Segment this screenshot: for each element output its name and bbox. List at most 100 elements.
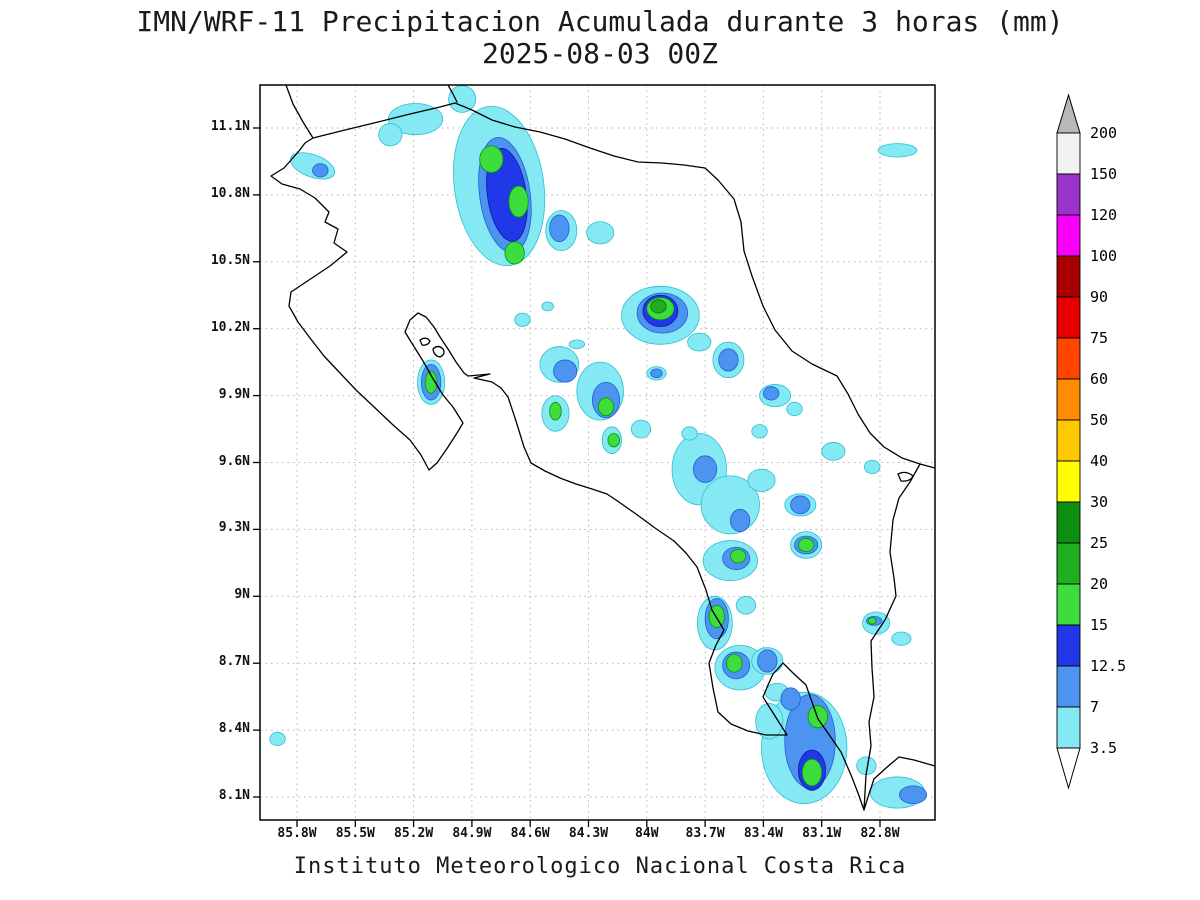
legend-label: 30 xyxy=(1090,493,1108,511)
legend-label: 12.5 xyxy=(1090,657,1126,675)
lon-tick-label: 85.2W xyxy=(394,826,434,841)
coastline-path xyxy=(863,463,921,811)
precip-cell xyxy=(821,442,846,461)
precip-cell xyxy=(650,299,667,314)
legend-label: 50 xyxy=(1090,411,1108,429)
precip-cell xyxy=(289,152,336,180)
lon-tick-label: 85.8W xyxy=(277,826,317,841)
precip-cell xyxy=(729,508,751,533)
precip-cell xyxy=(780,687,801,711)
precip-cell xyxy=(597,397,615,417)
legend-bar-segment xyxy=(1056,501,1081,544)
legend-label: 120 xyxy=(1090,206,1117,224)
precip-cell xyxy=(687,332,712,352)
lat-tick-label: 10.5N xyxy=(210,252,250,268)
legend-label: 75 xyxy=(1090,329,1108,347)
legend-label: 20 xyxy=(1090,575,1108,593)
precip-cell xyxy=(424,370,438,394)
legend-bar-segment xyxy=(1056,378,1081,421)
lon-tick-label: 83.4W xyxy=(743,826,783,841)
lat-tick-label: 8.1N xyxy=(218,788,250,803)
coastline-path xyxy=(704,167,935,469)
precip-cell xyxy=(864,459,881,475)
legend-bar-segment xyxy=(1056,460,1081,503)
legend-arrow-above xyxy=(1056,93,1081,134)
precip-cell xyxy=(726,653,743,673)
lat-tick-label: 9.3N xyxy=(218,520,250,536)
coastline-path xyxy=(419,337,431,346)
precip-cell xyxy=(630,419,652,439)
precip-cell xyxy=(504,241,525,265)
legend-bar-segment xyxy=(1056,542,1081,585)
coastline-path xyxy=(432,345,445,358)
legend-bar-segment xyxy=(1056,337,1081,380)
precip-cell xyxy=(514,312,531,327)
legend-bar-segment xyxy=(1056,132,1081,175)
lon-tick-label: 84W xyxy=(635,826,659,841)
precip-cell xyxy=(867,617,877,625)
legend-bar-segment xyxy=(1056,296,1081,339)
precip-cell xyxy=(877,143,918,158)
precip-cell xyxy=(751,424,768,439)
legend-label: 90 xyxy=(1090,288,1108,306)
precip-cell xyxy=(693,455,718,483)
precip-cell xyxy=(312,163,329,178)
precip-cell xyxy=(541,301,554,312)
legend-label: 200 xyxy=(1090,124,1117,142)
precip-cell xyxy=(269,731,286,747)
lon-tick-label: 84.9W xyxy=(452,826,492,841)
legend-label: 3.5 xyxy=(1090,739,1117,757)
precip-cell xyxy=(508,185,529,218)
lat-tick-label: 9.9N xyxy=(218,386,250,402)
precip-cell xyxy=(479,145,504,173)
lat-tick-label: 10.8N xyxy=(210,185,250,201)
lon-tick-label: 83.1W xyxy=(802,826,842,841)
precip-cell xyxy=(797,537,815,553)
precip-cell xyxy=(681,426,698,441)
precip-cell xyxy=(729,549,747,564)
legend-label: 7 xyxy=(1090,698,1099,716)
legend-label: 15 xyxy=(1090,616,1108,634)
precip-cell xyxy=(549,401,562,421)
precipitation-layer xyxy=(269,85,928,809)
legend-bar-segment xyxy=(1056,173,1081,216)
coastline-layer xyxy=(270,85,935,811)
coastline-path xyxy=(270,85,935,811)
precip-cell xyxy=(718,348,739,372)
legend-label: 100 xyxy=(1090,247,1117,265)
legend-label: 60 xyxy=(1090,370,1108,388)
legend-bar-segment xyxy=(1056,255,1081,298)
lat-tick-label: 8.4N xyxy=(218,721,250,737)
precip-cell xyxy=(755,702,784,740)
coastline-path xyxy=(447,85,458,103)
lat-tick-label: 8.7N xyxy=(218,654,250,670)
map-frame xyxy=(259,84,936,821)
lon-tick-label: 82.8W xyxy=(860,826,900,841)
legend-arrow-below xyxy=(1056,747,1081,790)
footer-text: Instituto Meteorologico Nacional Costa R… xyxy=(293,854,907,879)
precip-cell xyxy=(899,785,928,805)
precip-cell xyxy=(553,359,578,383)
precip-cell xyxy=(786,401,803,417)
legend-bar-segment xyxy=(1056,214,1081,257)
precip-cell xyxy=(378,123,403,147)
coastline-path xyxy=(897,471,914,482)
lat-tick-label: 9N xyxy=(234,587,250,603)
lat-tick-label: 11.1N xyxy=(210,119,250,134)
precip-cell xyxy=(891,631,912,646)
legend-bar-segment xyxy=(1056,624,1081,667)
precip-cell xyxy=(762,386,780,401)
precip-cell xyxy=(757,649,778,673)
precip-cell xyxy=(735,595,757,615)
legend-bar-segment xyxy=(1056,419,1081,462)
precip-cell xyxy=(448,85,477,113)
lat-tick-label: 9.6N xyxy=(218,453,250,469)
precip-cell xyxy=(549,214,570,243)
legend-label: 40 xyxy=(1090,452,1108,470)
page-subtitle: 2025-08-03 00Z xyxy=(481,37,718,70)
lon-tick-label: 84.3W xyxy=(568,826,609,841)
precip-cell xyxy=(568,339,586,350)
legend-bar-segment xyxy=(1056,706,1081,749)
